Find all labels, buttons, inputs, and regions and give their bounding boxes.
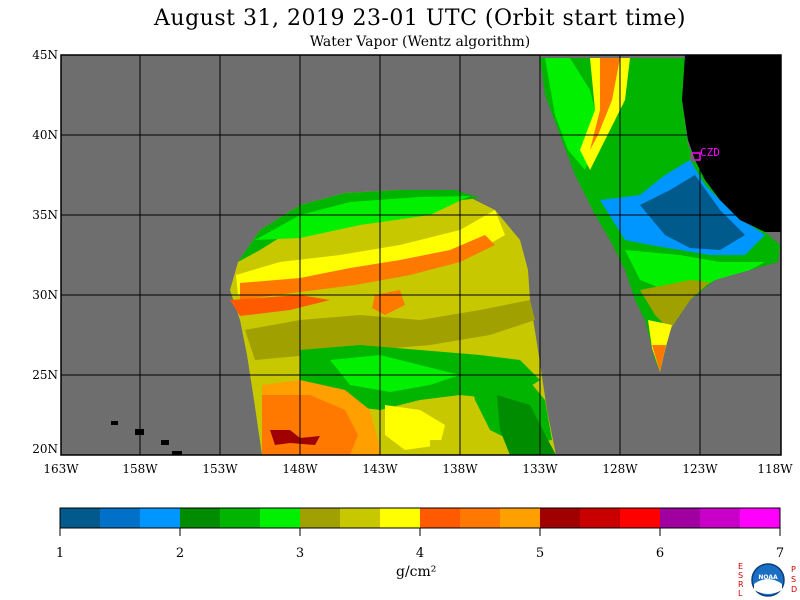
lon-label-138w: 138W xyxy=(442,462,478,476)
colorbar-swatch xyxy=(580,508,621,528)
lat-label-30n: 30N xyxy=(32,288,58,302)
lat-label-20n: 20N xyxy=(32,442,58,456)
lat-label-35n: 35N xyxy=(32,208,58,222)
lon-label-128w: 128W xyxy=(602,462,638,476)
colorbar-tick-5: 5 xyxy=(535,546,545,561)
colorbar-swatch xyxy=(620,508,661,528)
logo-right-letter-p: P xyxy=(791,565,796,574)
units-label: g/cm² xyxy=(396,564,437,580)
lat-label-45n: 45N xyxy=(32,48,58,62)
chart-title: August 31, 2019 23-01 UTC (Orbit start t… xyxy=(154,6,686,31)
colorbar-swatch xyxy=(140,508,181,528)
swath-central xyxy=(230,190,556,455)
graticule xyxy=(61,55,781,455)
colorbar-swatch xyxy=(460,508,501,528)
colorbar-swatch xyxy=(100,508,141,528)
colorbar-ticks xyxy=(59,528,781,536)
colorbar-tick-4: 4 xyxy=(415,546,425,561)
lat-label-40n: 40N xyxy=(32,128,58,142)
colorbar-swatch xyxy=(540,508,581,528)
colorbar-swatch xyxy=(220,508,261,528)
lon-label-143w: 143W xyxy=(362,462,398,476)
lon-label-153w: 153W xyxy=(202,462,238,476)
lon-label-123w: 123W xyxy=(682,462,718,476)
colorbar-tick-3: 3 xyxy=(295,546,305,561)
chart-subtitle: Water Vapor (Wentz algorithm) xyxy=(309,34,531,50)
colorbar xyxy=(59,507,781,529)
colorbar-swatch xyxy=(420,508,461,528)
colorbar-tick-7: 7 xyxy=(775,546,785,561)
logo-right-letter-s: S xyxy=(791,575,796,584)
colorbar-tick-6: 6 xyxy=(655,546,665,561)
colorbar-swatch xyxy=(700,508,741,528)
station-label: CZD xyxy=(700,146,720,159)
logo-right-letter-d: D xyxy=(791,585,797,594)
land-california xyxy=(682,55,781,232)
lon-label-163w: 163W xyxy=(43,462,79,476)
logo-center-text: NOAA xyxy=(758,574,778,581)
lon-label-118w: 118W xyxy=(757,462,793,476)
colorbar-swatch xyxy=(180,508,221,528)
colorbar-swatch xyxy=(740,508,781,528)
station-marker-icon xyxy=(691,152,701,161)
logo-left-letter-r: R xyxy=(738,580,744,589)
logo-left-letter-l: L xyxy=(738,589,743,598)
lon-label-148w: 148W xyxy=(282,462,318,476)
logo-left-letter-e: E xyxy=(738,562,743,571)
colorbar-swatch xyxy=(380,508,421,528)
noaa-logo: E S R L NOAA P S D xyxy=(738,562,797,598)
colorbar-swatch xyxy=(660,508,701,528)
colorbar-tick-2: 2 xyxy=(175,546,185,561)
lon-label-158w: 158W xyxy=(122,462,158,476)
map-frame xyxy=(60,54,782,456)
lat-label-25n: 25N xyxy=(32,368,58,382)
colorbar-tick-1: 1 xyxy=(55,546,65,561)
colorbar-swatch xyxy=(60,508,101,528)
lon-label-133w: 133W xyxy=(522,462,558,476)
colorbar-swatch xyxy=(500,508,541,528)
colorbar-swatch xyxy=(260,508,301,528)
logo-left-letter-s: S xyxy=(738,571,743,580)
colorbar-swatch xyxy=(300,508,341,528)
colorbar-swatch xyxy=(340,508,381,528)
